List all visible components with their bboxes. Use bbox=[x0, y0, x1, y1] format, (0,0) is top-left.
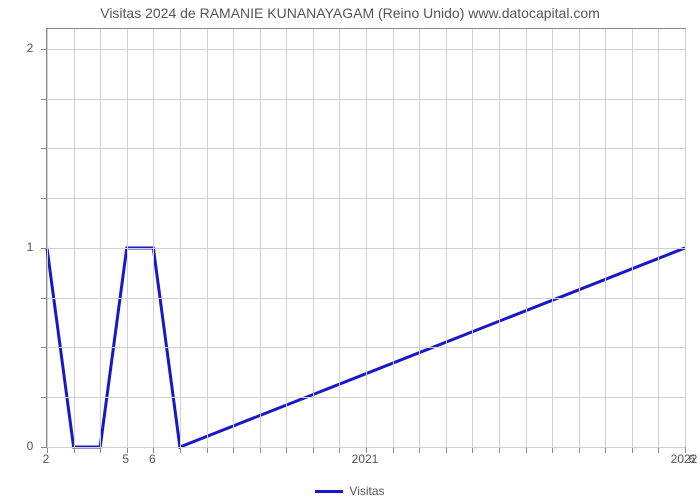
gridline-vertical bbox=[233, 29, 234, 447]
x-axis-label: 2 bbox=[43, 452, 50, 466]
y-axis-label: 0 bbox=[27, 439, 34, 453]
legend: Visitas bbox=[0, 484, 700, 498]
gridline-vertical bbox=[74, 29, 75, 447]
gridline-vertical bbox=[605, 29, 606, 447]
y-tick bbox=[41, 397, 47, 398]
x-axis-label: 6 bbox=[689, 452, 696, 466]
legend-swatch bbox=[315, 490, 343, 493]
y-tick bbox=[41, 49, 47, 50]
gridline-vertical bbox=[260, 29, 261, 447]
gridline-vertical bbox=[499, 29, 500, 447]
gridline-horizontal bbox=[47, 397, 685, 398]
gridline-vertical bbox=[339, 29, 340, 447]
y-tick bbox=[41, 248, 47, 249]
chart-title: Visitas 2024 de RAMANIE KUNANAYAGAM (Rei… bbox=[0, 5, 700, 21]
y-tick bbox=[41, 347, 47, 348]
y-axis-label: 1 bbox=[27, 240, 34, 254]
gridline-horizontal bbox=[47, 447, 685, 448]
gridline-vertical bbox=[579, 29, 580, 447]
gridline-vertical bbox=[393, 29, 394, 447]
gridline-horizontal bbox=[47, 49, 685, 50]
x-axis-label: 2021 bbox=[352, 452, 379, 466]
gridline-vertical bbox=[472, 29, 473, 447]
y-axis-label: 2 bbox=[27, 41, 34, 55]
gridline-vertical bbox=[526, 29, 527, 447]
gridline-vertical bbox=[127, 29, 128, 447]
legend-label: Visitas bbox=[349, 484, 384, 498]
gridline-vertical bbox=[685, 29, 686, 447]
gridline-horizontal bbox=[47, 148, 685, 149]
gridline-horizontal bbox=[47, 198, 685, 199]
gridline-vertical bbox=[632, 29, 633, 447]
gridline-vertical bbox=[366, 29, 367, 447]
gridline-vertical bbox=[100, 29, 101, 447]
gridline-vertical bbox=[658, 29, 659, 447]
gridline-vertical bbox=[47, 29, 48, 447]
y-tick bbox=[41, 148, 47, 149]
gridline-vertical bbox=[313, 29, 314, 447]
y-tick bbox=[41, 298, 47, 299]
y-tick bbox=[41, 198, 47, 199]
gridline-vertical bbox=[446, 29, 447, 447]
gridline-vertical bbox=[552, 29, 553, 447]
gridline-vertical bbox=[286, 29, 287, 447]
x-axis-label: 5 bbox=[122, 452, 129, 466]
plot-area bbox=[46, 28, 686, 448]
gridline-horizontal bbox=[47, 99, 685, 100]
gridline-horizontal bbox=[47, 347, 685, 348]
gridline-horizontal bbox=[47, 248, 685, 249]
y-tick bbox=[41, 447, 47, 448]
gridline-vertical bbox=[153, 29, 154, 447]
gridline-vertical bbox=[207, 29, 208, 447]
x-axis-label: 6 bbox=[149, 452, 156, 466]
gridline-vertical bbox=[419, 29, 420, 447]
y-tick bbox=[41, 99, 47, 100]
chart-container: Visitas 2024 de RAMANIE KUNANAYAGAM (Rei… bbox=[0, 0, 700, 500]
gridline-vertical bbox=[180, 29, 181, 447]
gridline-horizontal bbox=[47, 298, 685, 299]
